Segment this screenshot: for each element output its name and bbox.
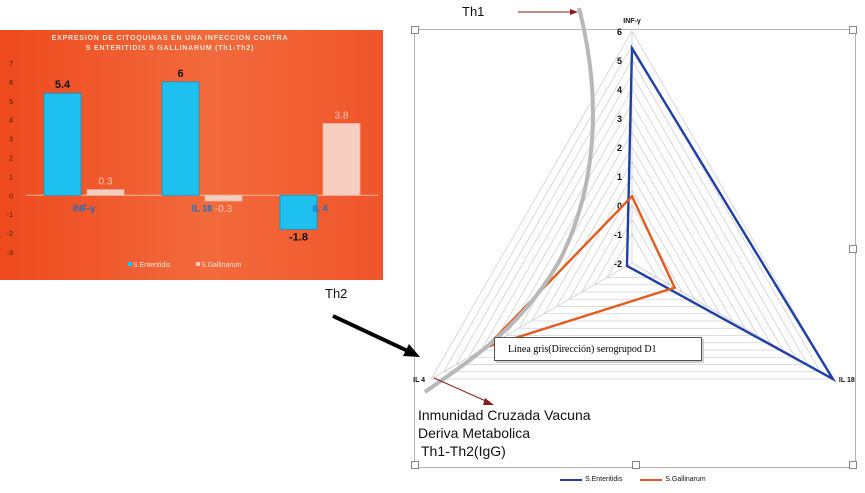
radar-grid-ring: [606, 233, 658, 278]
legend-swatch-gallinarum: [640, 478, 663, 481]
th2-arrow: [332, 314, 411, 354]
bottom-arrow: [433, 377, 489, 403]
radar-grid-ring: [530, 146, 734, 322]
radar-grid-ring: [555, 175, 709, 307]
data-label: 6: [177, 68, 183, 80]
data-label: 5.4: [55, 79, 71, 91]
radar-tick-label: 2: [617, 143, 622, 153]
data-label: -1.8: [289, 231, 308, 243]
bar-senteritidis: [279, 194, 318, 230]
category-label: INF-γ: [73, 203, 96, 213]
radar-grid-ring: [455, 59, 809, 365]
resize-handle[interactable]: [849, 26, 857, 34]
radar-series-sgallinarum: [485, 194, 677, 349]
legend-label: S.Gallinarum: [201, 262, 242, 269]
y-tick-label: 5: [9, 99, 13, 106]
legend-label-enteritidis: S.Enteritidis: [585, 476, 623, 483]
bar-sgallinarum: [204, 194, 243, 202]
bar-sgallinarum: [322, 123, 361, 196]
annotation-line-1: Inmunidad Cruzada Vacuna: [418, 407, 591, 423]
radar-axis-label: IL 4: [413, 377, 425, 384]
y-tick-label: 7: [9, 61, 13, 68]
y-tick-label: 4: [9, 118, 13, 125]
radar-axis-label: INF-γ: [623, 18, 641, 25]
legend-label-gallinarum: S.Gallinarum: [665, 476, 706, 483]
radar-tick-label: 1: [617, 172, 622, 182]
radar-grid-ring: [442, 44, 822, 373]
bottom-arrow-head: [483, 398, 494, 405]
category-label: IL 4: [312, 203, 327, 213]
data-label: 3.8: [335, 110, 349, 121]
data-label: 0.3: [99, 177, 113, 188]
annotation-line-3: Th1-Th2(IgG): [421, 443, 506, 459]
y-tick-label: 2: [9, 156, 13, 163]
radar-spoke: [430, 262, 633, 380]
bar-chart-panel: EXPRESION DE CITOQUINAS EN UNA INFECCION…: [0, 30, 383, 280]
bar-chart-title: S ENTERITIDIS S GALLINARUM (Th1-Th2): [86, 45, 254, 52]
gray-direction-line: [423, 7, 595, 394]
y-tick-label: -1: [7, 212, 13, 219]
radar-series-senteritidis: [625, 44, 837, 383]
radar-legend: S.Enteritidis S.Gallinarum: [560, 476, 706, 483]
radar-tick-label: 3: [617, 114, 622, 124]
th1-arrow-head: [570, 9, 578, 15]
radar-grid-ring: [505, 117, 759, 336]
legend-swatch-enteritidis: [560, 478, 582, 481]
data-label: -0.3: [215, 204, 233, 215]
resize-handle[interactable]: [849, 461, 857, 469]
annotation-line-2: Deriva Metabolica: [418, 425, 531, 441]
y-tick-label: 1: [9, 174, 13, 181]
th2-arrow-head: [403, 344, 420, 357]
legend-swatch: [196, 262, 200, 266]
bar-sgallinarum: [86, 189, 125, 196]
resize-handle[interactable]: [632, 461, 640, 469]
th2-label: Th2: [325, 286, 348, 301]
y-tick-label: 6: [9, 80, 13, 87]
resize-handle[interactable]: [849, 245, 857, 253]
y-tick-label: 3: [9, 137, 13, 144]
bar-chart: EXPRESION DE CITOQUINAS EN UNA INFECCION…: [7, 35, 378, 269]
bar-senteritidis: [161, 81, 200, 196]
radar-grid-ring: [593, 218, 671, 286]
category-label: IL 18: [192, 203, 212, 213]
legend-swatch: [128, 262, 132, 266]
y-tick-label: -3: [7, 250, 13, 257]
bar-senteritidis: [43, 92, 82, 196]
y-tick-label: 0: [9, 193, 13, 200]
note-textbox[interactable]: Línea gris(Dirección) serogrupod D1: [494, 337, 702, 361]
radar-grid-ring: [518, 131, 746, 329]
radar-tick-label: -2: [614, 259, 622, 269]
radar-tick-label: 4: [617, 85, 622, 95]
radar-chart-frame[interactable]: [414, 29, 856, 468]
radar-grid-ring: [543, 160, 721, 315]
th1-label: Th1: [462, 4, 485, 19]
resize-handle[interactable]: [411, 26, 419, 34]
radar-axis-label: IL 18: [839, 377, 855, 384]
radar-tick-label: 6: [617, 27, 622, 37]
annotation-text-block: Inmunidad Cruzada Vacuna Deriva Metaboli…: [418, 406, 591, 460]
radar-grid-ring: [430, 30, 834, 380]
radar-tick-label: 5: [617, 56, 622, 66]
y-tick-label: -2: [7, 231, 13, 238]
radar-tick-label: 0: [617, 201, 622, 211]
bar-chart-title: EXPRESION DE CITOQUINAS EN UNA INFECCION…: [52, 35, 289, 42]
radar-tick-label: -1: [614, 230, 622, 240]
legend-label: S.Enteritidis: [133, 262, 171, 269]
radar-grid-ring: [568, 189, 696, 300]
resize-handle[interactable]: [411, 461, 419, 469]
